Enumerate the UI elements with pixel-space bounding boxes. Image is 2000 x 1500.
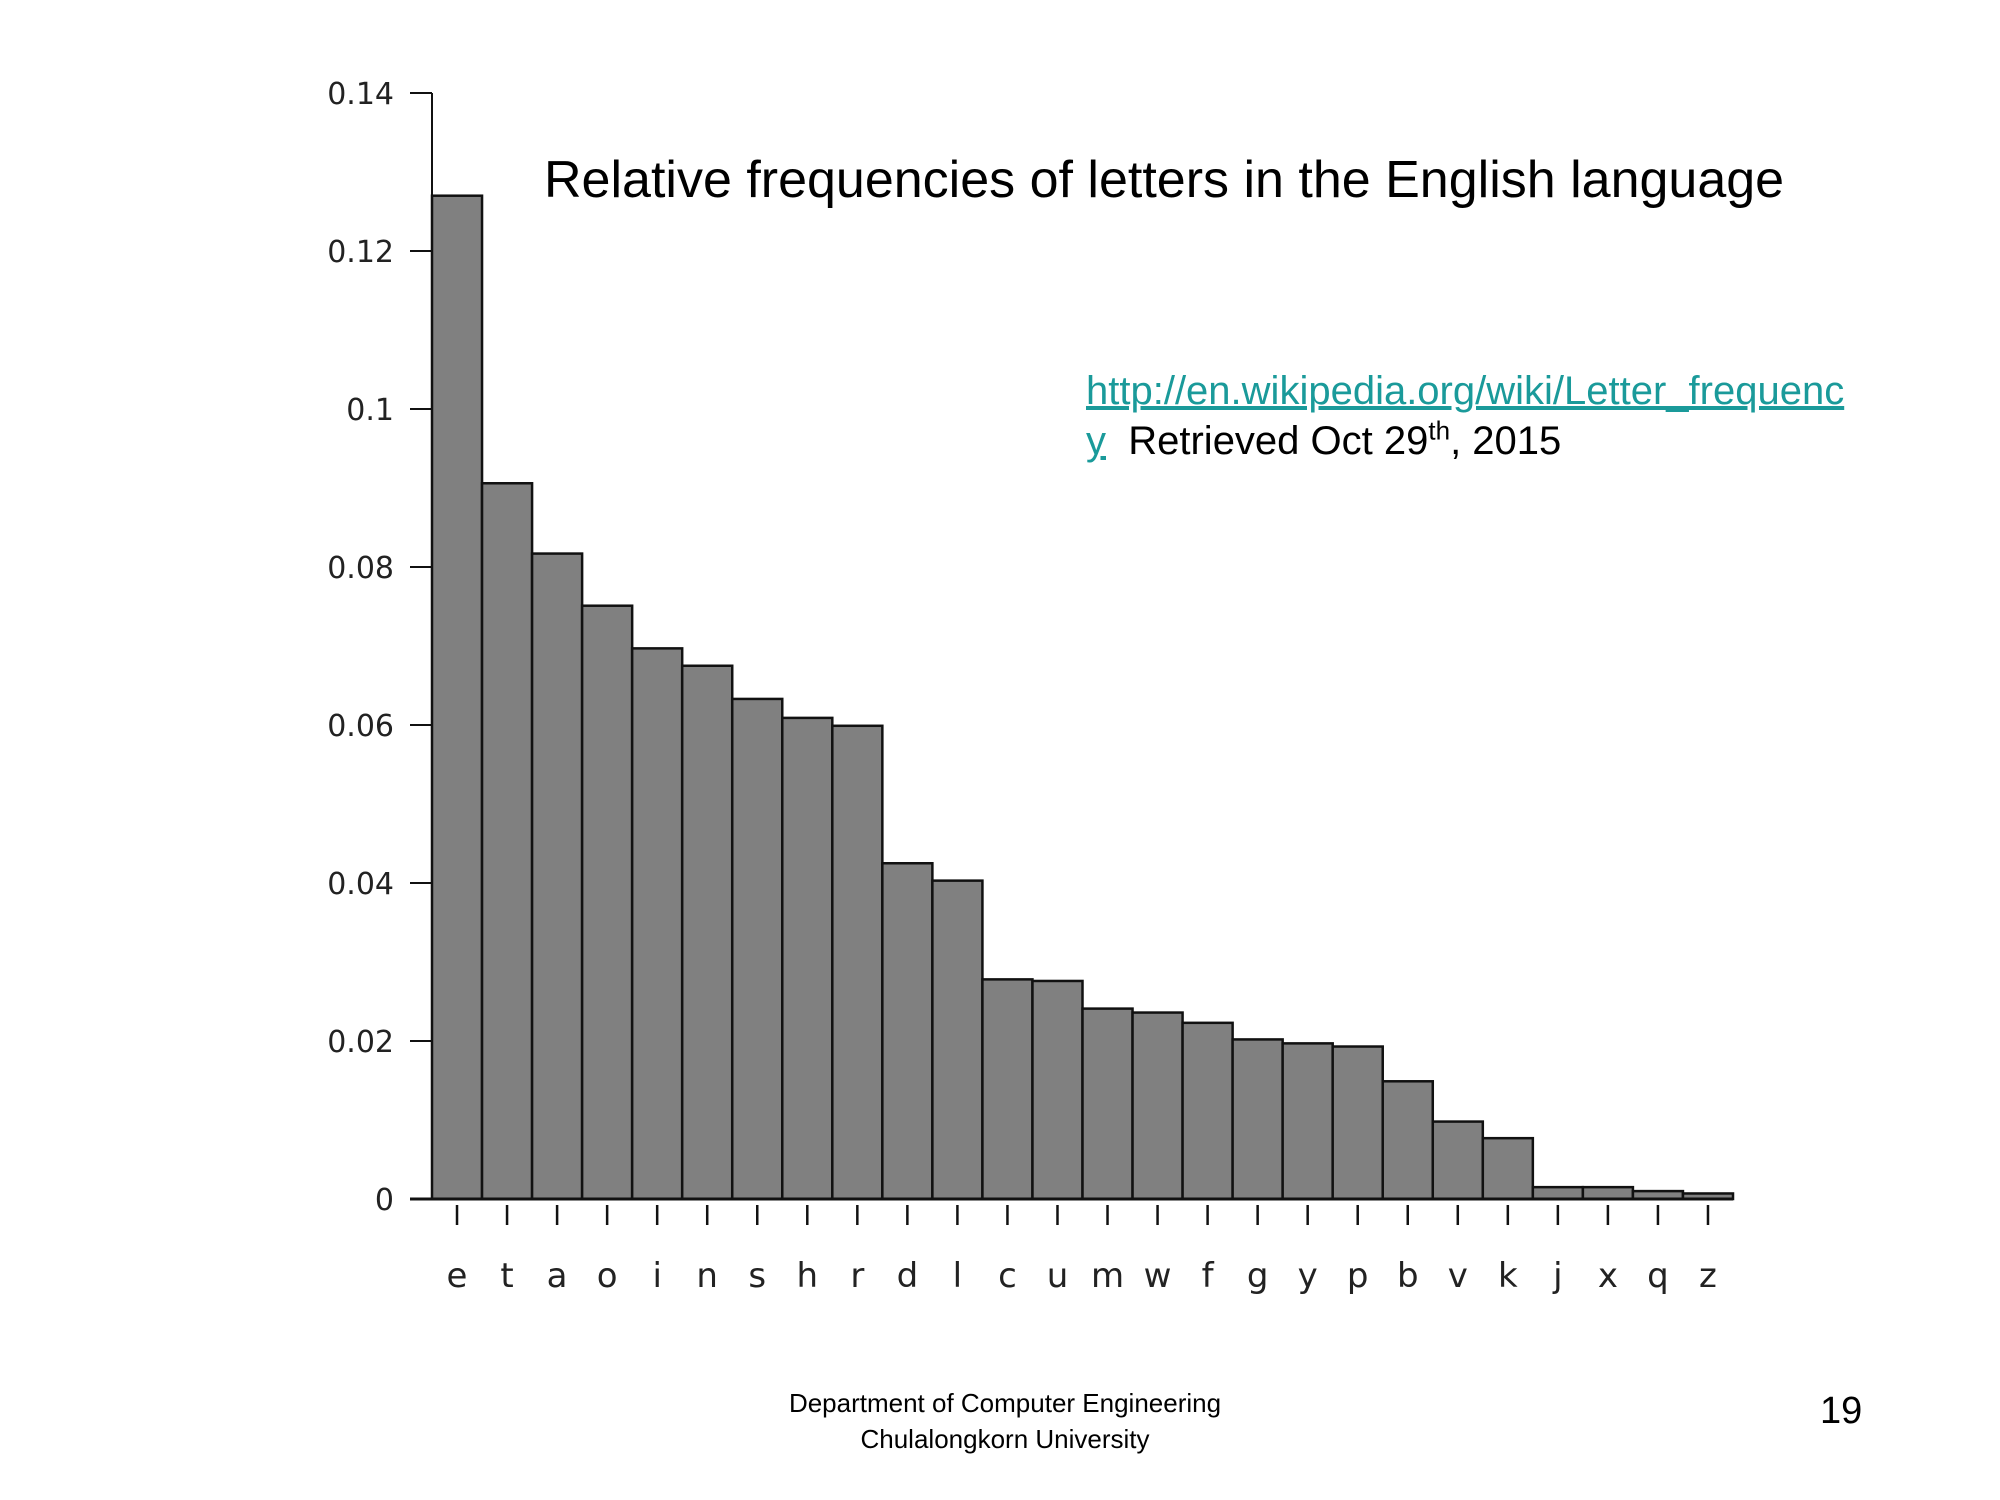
x-tick-label-r: r	[850, 1256, 864, 1296]
bar-r	[831, 724, 884, 1201]
x-tick-label-l: l	[953, 1256, 962, 1296]
x-tick-label-p: p	[1347, 1256, 1369, 1296]
bar-t	[480, 482, 534, 1201]
bar-m	[1081, 1007, 1134, 1201]
bars	[430, 194, 1735, 1201]
x-tick-label-b: b	[1397, 1256, 1419, 1296]
bar-f	[1181, 1021, 1234, 1201]
bar-h	[781, 716, 834, 1201]
bar-o	[580, 604, 634, 1201]
footer-department: Department of Computer Engineering	[788, 1388, 1222, 1418]
y-tick-label: 0.06	[327, 709, 394, 744]
retrieved-date-year: , 2015	[1450, 419, 1562, 463]
bar-x	[1581, 1185, 1635, 1201]
y-tick-label: 0	[375, 1183, 394, 1218]
x-tick-label-n: n	[696, 1256, 718, 1296]
x-tick-label-o: o	[597, 1256, 618, 1296]
x-tick-label-z: z	[1699, 1256, 1717, 1296]
x-tick-label-u: u	[1047, 1256, 1069, 1296]
x-tick-label-g: g	[1247, 1256, 1269, 1296]
y-tick-label: 0.12	[327, 235, 394, 270]
x-tick-label-x: x	[1598, 1256, 1618, 1296]
x-tick-label-c: c	[998, 1256, 1017, 1296]
x-tick-label-q: q	[1647, 1256, 1669, 1296]
bar-b	[1381, 1080, 1435, 1201]
x-tick-label-f: f	[1202, 1256, 1215, 1296]
x-tick-label-s: s	[748, 1256, 766, 1296]
source-citation: http://en.wikipedia.org/wiki/Letter_freq…	[1086, 366, 1886, 466]
x-tick-label-e: e	[447, 1256, 468, 1296]
bar-y	[1281, 1042, 1334, 1201]
page-number: 19	[1820, 1390, 1863, 1432]
source-link[interactable]: http://en.wikipedia.org/wiki/Letter_freq…	[1086, 369, 1845, 463]
bar-k	[1481, 1136, 1535, 1201]
x-tick-label-a: a	[547, 1256, 568, 1296]
footer-university: Chulalongkorn University	[860, 1424, 1150, 1454]
x-tick-label-d: d	[897, 1256, 919, 1296]
bar-i	[630, 647, 684, 1201]
x-tick-label-i: i	[652, 1256, 661, 1296]
bar-l	[931, 879, 984, 1201]
bar-n	[680, 664, 734, 1201]
bar-s	[730, 697, 784, 1201]
bar-d	[881, 862, 934, 1201]
y-tick-label: 0.08	[327, 551, 394, 586]
bar-p	[1331, 1045, 1384, 1201]
footer: Department of Computer Engineering Chula…	[705, 1385, 1305, 1457]
x-tick-label-h: h	[797, 1256, 819, 1296]
y-tick-label: 0.04	[327, 867, 394, 902]
bar-c	[981, 978, 1034, 1201]
retrieved-date-suffix-ordinal: th	[1428, 415, 1451, 446]
bar-g	[1231, 1038, 1284, 1201]
y-tick-label: 0.14	[327, 77, 394, 112]
chart-title: Relative frequencies of letters in the E…	[544, 151, 1785, 209]
bar-u	[1031, 979, 1084, 1201]
x-tick-label-y: y	[1298, 1256, 1318, 1296]
bar-e	[430, 194, 484, 1201]
x-tick-label-v: v	[1448, 1256, 1468, 1296]
x-tick-label-w: w	[1144, 1256, 1172, 1296]
retrieved-date-prefix: Retrieved Oct 29	[1128, 419, 1429, 463]
bar-a	[530, 552, 584, 1201]
x-tick-label-j: j	[1552, 1256, 1562, 1296]
y-tick-label: 0.1	[346, 393, 394, 428]
x-tick-label-m: m	[1091, 1256, 1124, 1296]
bar-w	[1131, 1011, 1184, 1201]
y-tick-label: 0.02	[327, 1025, 394, 1060]
bar-v	[1431, 1120, 1485, 1201]
x-tick-label-k: k	[1498, 1256, 1518, 1296]
x-tick-label-t: t	[500, 1256, 513, 1296]
y-axis: 0 0.02 0.04 0.06 0.08 0.1 0.12 0.14	[327, 77, 433, 1218]
bar-j	[1531, 1185, 1585, 1201]
